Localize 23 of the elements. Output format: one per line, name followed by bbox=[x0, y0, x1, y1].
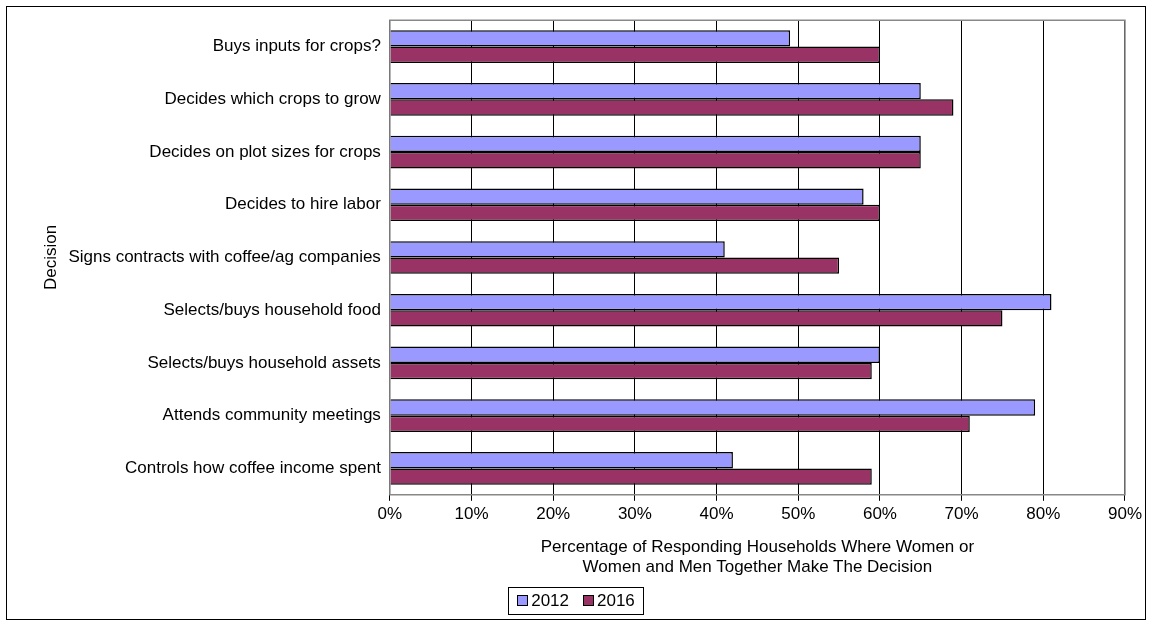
y-tick-label: Decides on plot sizes for crops bbox=[149, 141, 381, 161]
y-tick-label: Selects/buys household assets bbox=[147, 352, 381, 372]
x-tick-label: 10% bbox=[454, 503, 489, 523]
y-tick-label: Attends community meetings bbox=[162, 405, 381, 425]
x-tick-label: 20% bbox=[536, 503, 571, 523]
x-tick-label: 60% bbox=[862, 503, 897, 523]
x-tick-label: 70% bbox=[944, 503, 979, 523]
x-tick-label: 50% bbox=[781, 503, 816, 523]
x-tick-label: 30% bbox=[617, 503, 652, 523]
y-axis-title: Decision bbox=[40, 224, 60, 291]
y-tick-label: Signs contracts with coffee/ag companies bbox=[68, 247, 381, 267]
x-tick-label: 90% bbox=[1107, 503, 1142, 523]
x-tick-label: 0% bbox=[377, 503, 403, 523]
y-tick-label: Selects/buys household food bbox=[163, 299, 381, 319]
y-tick-label: Controls how coffee income spent bbox=[125, 458, 382, 478]
y-tick-label: Decides to hire labor bbox=[224, 194, 382, 214]
legend-label: 2016 bbox=[596, 591, 635, 611]
x-tick-label: 80% bbox=[1026, 503, 1061, 523]
x-axis-title: Percentage of Responding Households Where Women or Women and Men Together Make The Decision bbox=[540, 537, 975, 577]
x-tick-label: 40% bbox=[699, 503, 734, 523]
y-tick-label: Decides which crops to grow bbox=[164, 88, 382, 108]
y-tick-label: Buys inputs for crops? bbox=[212, 36, 381, 56]
legend-label: 2012 bbox=[530, 591, 569, 611]
